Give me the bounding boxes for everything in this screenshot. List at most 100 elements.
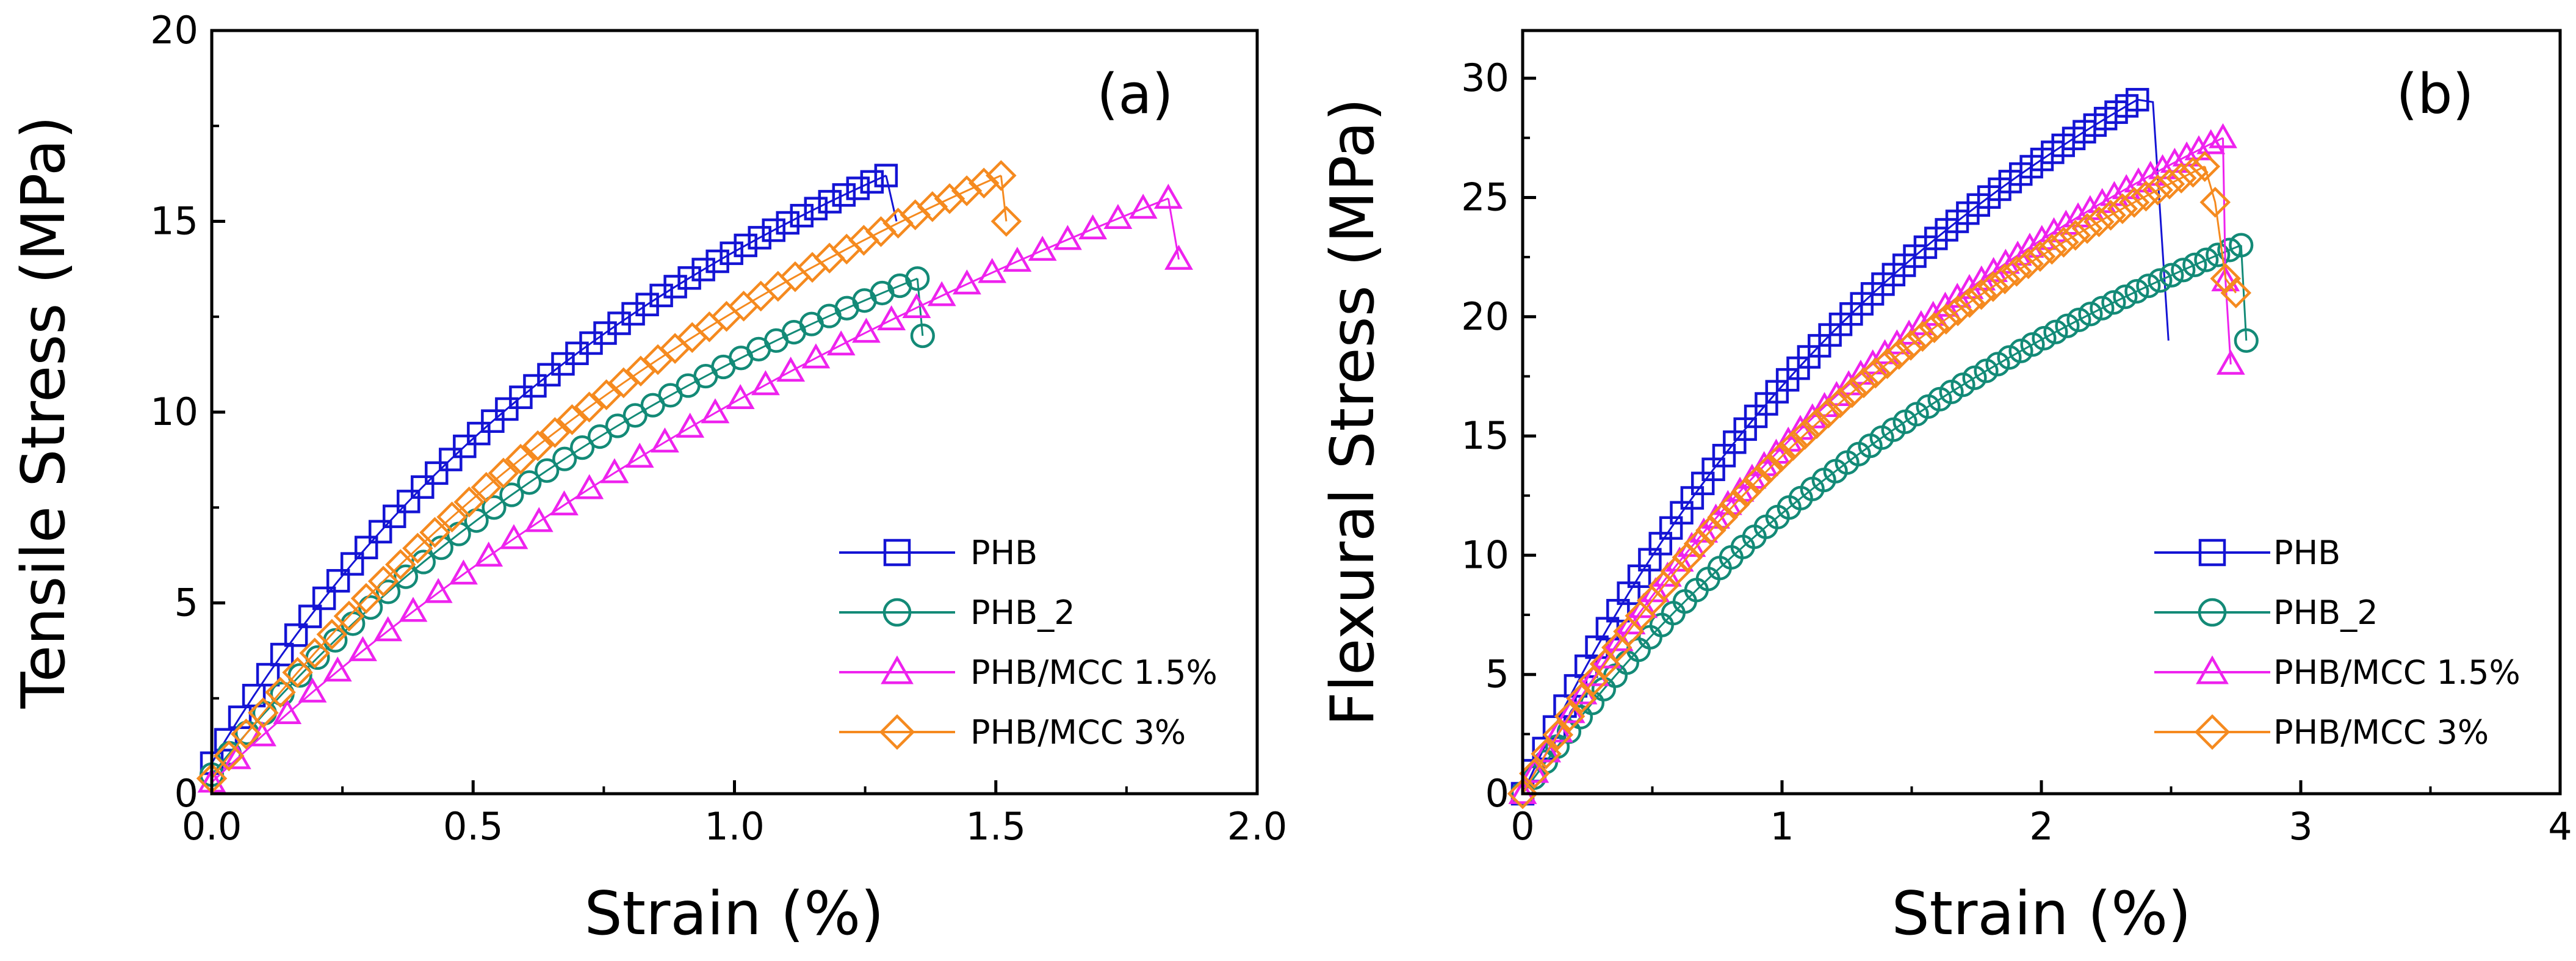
- data-point: [1789, 419, 1820, 450]
- data-point: [2136, 274, 2161, 299]
- data-point: [1544, 717, 1573, 743]
- data-point: [1554, 700, 1586, 732]
- data-point: [419, 517, 450, 548]
- data-point: [1848, 367, 1880, 399]
- data-point: [348, 636, 377, 661]
- legend-marker: [2198, 539, 2226, 567]
- x-tick-label: 1: [1770, 804, 1794, 849]
- data-point: [256, 662, 280, 687]
- data-point: [591, 379, 622, 410]
- legend-item: PHB: [2154, 534, 2340, 572]
- data-point: [663, 275, 687, 299]
- legend-label: PHB/MCC 3%: [2273, 713, 2489, 752]
- y-tick-label: 10: [150, 390, 198, 434]
- data-point: [499, 524, 529, 549]
- y-tick-label: 0: [1485, 771, 1509, 816]
- data-point: [1860, 357, 1891, 389]
- data-point: [1974, 358, 1999, 383]
- data-point: [2060, 220, 2091, 251]
- data-point: [1766, 441, 1797, 473]
- y-tick-label: 5: [175, 581, 198, 625]
- data-point: [1103, 204, 1133, 230]
- y-tick-label: 15: [150, 199, 198, 244]
- y-tick-label: 20: [1461, 294, 1509, 339]
- legend-marker: [2198, 598, 2227, 627]
- data-point: [358, 595, 383, 620]
- data-point: [2113, 285, 2138, 310]
- legend-item: PHB/MCC 1.5%: [2154, 653, 2520, 692]
- data-point: [1930, 303, 1962, 335]
- data-point: [726, 383, 755, 409]
- y-tick-label: 20: [150, 8, 198, 53]
- legend-item: PHB_2: [839, 593, 1075, 632]
- chart-panel-a: 0.0 0.5 1.0 1.5 2.0 0 5 10 15 20 (a) Strain (%) T…: [9, 8, 1287, 949]
- data-point: [677, 266, 701, 290]
- data-point: [951, 175, 983, 206]
- data-point: [734, 233, 757, 258]
- data-point: [2182, 252, 2207, 277]
- data-point: [2090, 296, 2115, 321]
- failure-point: [2199, 186, 2231, 218]
- data-point: [2066, 307, 2091, 333]
- data-point: [2020, 332, 2045, 357]
- series-phb-mcc-3-: [196, 160, 1022, 794]
- data-point: [1985, 352, 2010, 377]
- data-point: [649, 283, 673, 308]
- legend-label: PHB/MCC 3%: [970, 713, 1186, 752]
- x-tick-label: 0.5: [443, 804, 503, 849]
- data-point: [1836, 377, 1867, 408]
- data-point: [316, 618, 348, 650]
- data-point: [375, 579, 401, 604]
- data-point: [550, 490, 579, 516]
- data-point: [350, 582, 382, 614]
- data-point: [605, 413, 630, 438]
- data-point: [535, 458, 560, 483]
- legend: PHB PHB_2 PHB/MCC 1.5% PHB/MCC 3%: [839, 534, 1218, 752]
- data-point: [2008, 338, 2033, 363]
- data-point: [2107, 193, 2138, 225]
- x-tick-label: 4: [2548, 804, 2572, 849]
- data-point: [1719, 489, 1750, 520]
- data-point: [298, 677, 327, 703]
- data-point: [986, 160, 1017, 191]
- y-axis-title: Flexural Stress (MPa): [1318, 98, 1388, 726]
- data-point: [340, 552, 364, 576]
- data-point: [488, 457, 519, 489]
- legend-label: PHB_2: [2273, 593, 2378, 632]
- data-point: [354, 535, 378, 560]
- data-point: [569, 435, 595, 460]
- data-point: [539, 417, 571, 448]
- y-tick-label: 30: [1461, 56, 1509, 100]
- data-point: [499, 482, 524, 507]
- data-point: [2177, 156, 2209, 188]
- data-point: [600, 458, 629, 484]
- data-point: [213, 740, 245, 772]
- data-point: [1989, 263, 2021, 294]
- data-point: [2196, 129, 2226, 154]
- y-axis-title: Tensile Stress (MPa): [9, 116, 79, 709]
- data-point: [2165, 162, 2197, 194]
- data-point: [2013, 248, 2044, 280]
- data-point: [467, 421, 491, 446]
- data-point: [282, 657, 313, 688]
- data-point: [2206, 242, 2231, 267]
- legend-label: PHB: [970, 534, 1037, 572]
- y-tick-label: 25: [1461, 175, 1509, 219]
- data-point: [1078, 214, 1108, 240]
- data-point: [270, 642, 294, 667]
- data-point: [691, 258, 715, 281]
- data-point: [1153, 183, 1183, 209]
- data-point: [905, 266, 930, 291]
- legend-marker: [2196, 655, 2229, 684]
- data-point: [2071, 212, 2103, 244]
- failure-point: [990, 206, 1022, 237]
- series-phb-mcc-1-5-: [197, 183, 1193, 793]
- data-point: [367, 565, 399, 597]
- data-point: [2130, 180, 2162, 212]
- data-point: [333, 600, 365, 632]
- data-point: [425, 461, 449, 485]
- data-point: [424, 578, 453, 603]
- data-point: [2001, 255, 2032, 287]
- data-point: [2217, 238, 2242, 263]
